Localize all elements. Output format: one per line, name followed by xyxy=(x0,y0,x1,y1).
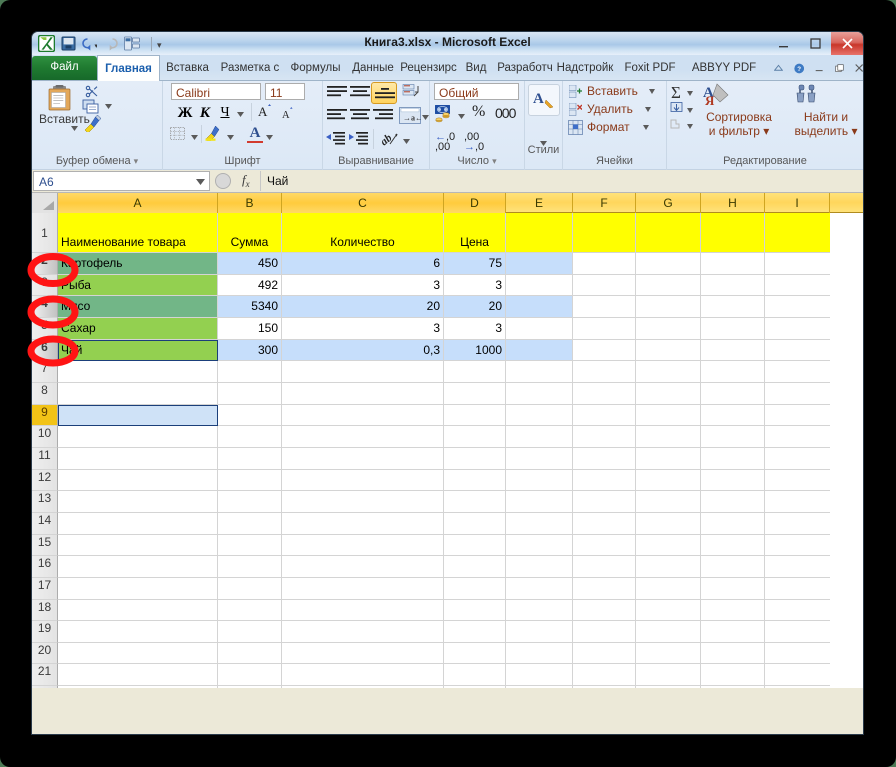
svg-text:A: A xyxy=(282,110,290,120)
svg-text:Я: Я xyxy=(705,93,715,108)
svg-text:?: ? xyxy=(797,65,801,72)
svg-text:A: A xyxy=(533,91,544,107)
svg-text:A: A xyxy=(258,104,268,119)
svg-text:ab: ab xyxy=(380,132,395,146)
svg-text:→a←: →a← xyxy=(403,114,421,123)
